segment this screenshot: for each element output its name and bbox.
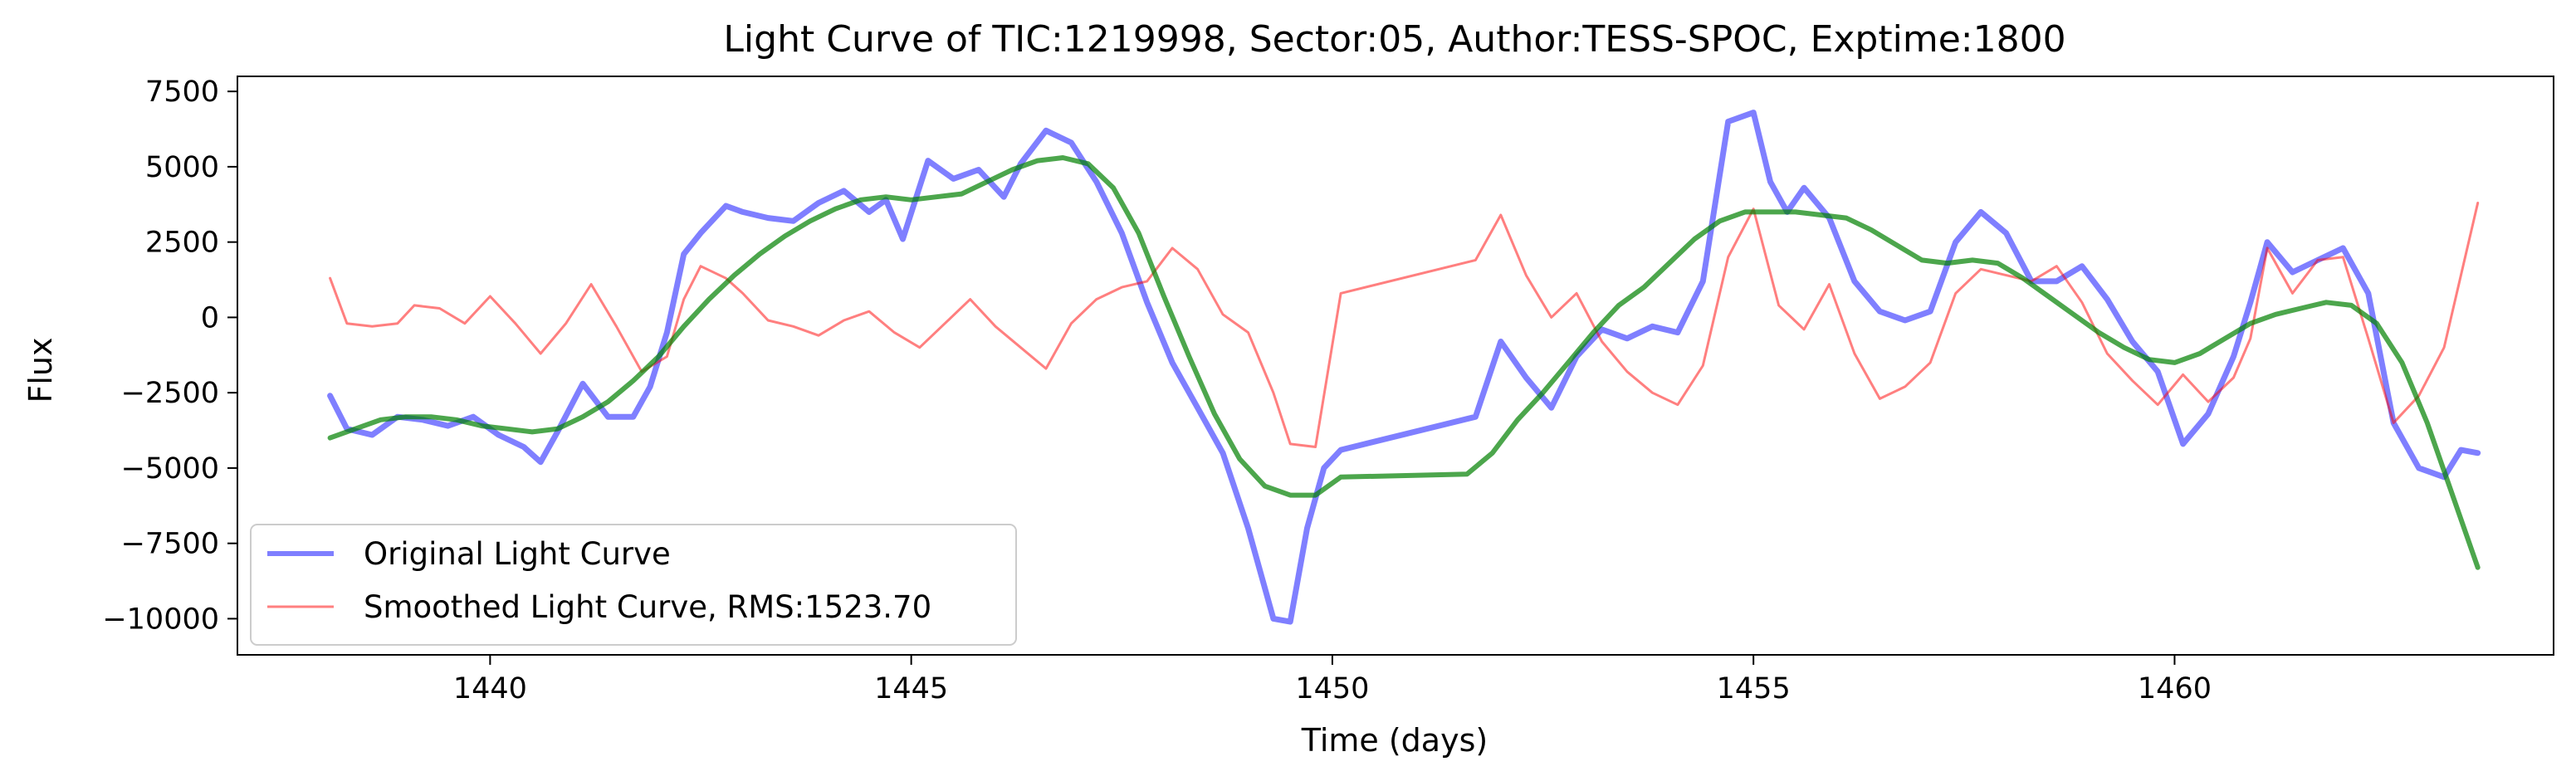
y-tick-label: −2500 — [121, 377, 219, 410]
chart-title: Light Curve of TIC:1219998, Sector:05, A… — [723, 18, 2065, 61]
plot-frame — [237, 76, 2554, 656]
chart-legend: Original Light Curve Smoothed Light Curv… — [250, 524, 1017, 646]
y-tick-label: −10000 — [102, 603, 219, 636]
series-trend-fit — [327, 155, 2481, 570]
legend-label-smoothed: Smoothed Light Curve, RMS:1523.70 — [364, 589, 931, 625]
y-tick-label: 0 — [201, 301, 219, 334]
y-tick-label: 2500 — [145, 227, 219, 260]
series-layer — [327, 110, 2481, 625]
x-axis-label: Time (days) — [1301, 722, 1488, 759]
x-tick-label: 1460 — [2138, 672, 2212, 705]
x-tick-label: 1455 — [1717, 672, 1791, 705]
y-axis-label: Flux — [22, 338, 59, 403]
y-tick-label: −5000 — [121, 452, 219, 486]
x-tick-label: 1450 — [1295, 672, 1369, 705]
legend-label-original: Original Light Curve — [364, 536, 671, 572]
legend-box — [250, 524, 1017, 646]
series-smoothed-light-curve — [329, 202, 2480, 448]
x-tick-label: 1445 — [874, 672, 948, 705]
x-tick-label: 1440 — [453, 672, 527, 705]
y-tick-label: −7500 — [121, 528, 219, 561]
y-tick-label: 5000 — [145, 151, 219, 184]
axes-layer: 1440 1445 1450 1455 1460 7500 5000 2500 0 −2500 −5… — [102, 76, 2554, 705]
y-tick-label: 7500 — [145, 76, 219, 109]
